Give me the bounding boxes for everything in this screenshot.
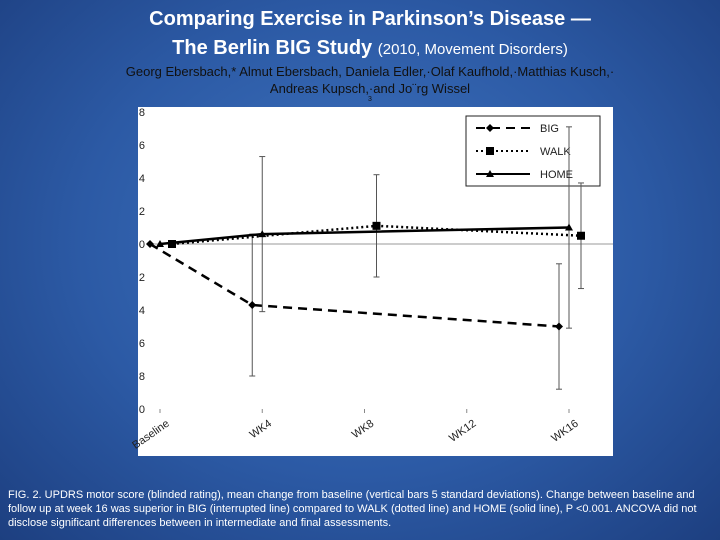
data-point [156,240,164,247]
legend-marker [486,147,494,155]
legend-label: HOME [540,169,573,181]
data-point [577,231,585,240]
data-point [146,240,154,248]
y-tick-label: 0 [139,404,145,416]
authors: Andreas Kupsch,·and Jo¨rg Wissel [269,81,471,96]
author-note: 3 [368,96,372,103]
y-tick-label: 6 [139,140,145,152]
title-bold: The Berlin BIG Study [172,37,373,59]
authors: Georg Ebersbach,* Almut Ebersbach, Danie… [125,64,615,79]
legend-marker [486,124,494,132]
legend-label: WALK [540,146,571,158]
legend-marker [486,170,494,177]
y-tick-label: 4 [139,305,145,317]
caption: FIG. 2. UPDRS motor score (blinded ratin… [8,489,697,529]
title-line-2: The Berlin BIG Study (2010, Movement Dis… [0,37,720,60]
y-tick-label: 8 [139,371,145,383]
title-source: (2010, Movement Disorders) [377,41,568,58]
data-point [555,322,563,331]
data-point [372,221,381,230]
y-tick-label: 6 [139,338,145,350]
y-tick-label: 0 [139,239,145,251]
y-tick-label: 8 [139,107,145,119]
legend-label: BIG [540,123,559,135]
y-tick-label: 2 [139,272,145,284]
y-tick-label: 4 [139,173,145,185]
data-point [248,301,257,310]
title: Comparing Exercise in Parkinson’s Diseas… [149,8,591,30]
data-point [258,230,267,238]
y-tick-label: 2 [139,206,145,218]
data-point [565,223,573,231]
